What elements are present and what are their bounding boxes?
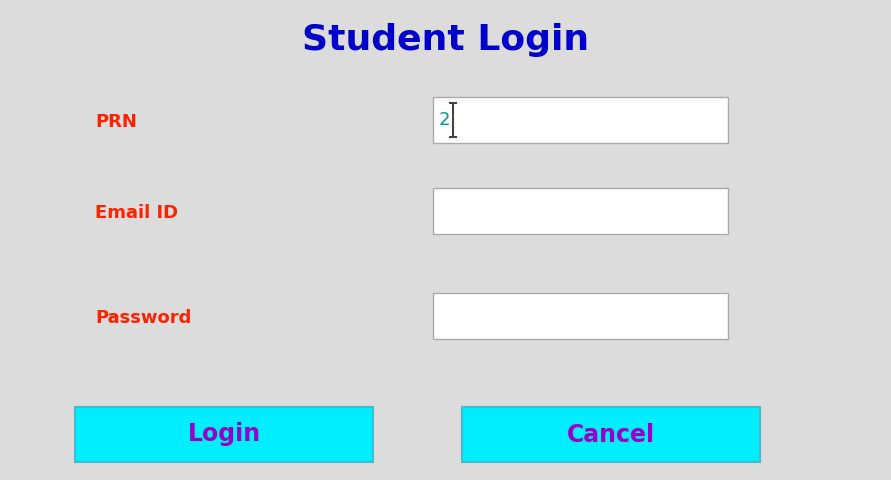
Text: Cancel: Cancel — [567, 422, 655, 446]
FancyBboxPatch shape — [433, 188, 728, 234]
Text: Password: Password — [95, 309, 192, 327]
Text: Student Login: Student Login — [302, 23, 589, 57]
FancyBboxPatch shape — [433, 293, 728, 339]
FancyBboxPatch shape — [75, 407, 373, 462]
FancyBboxPatch shape — [433, 97, 728, 143]
Text: Login: Login — [187, 422, 260, 446]
FancyBboxPatch shape — [462, 407, 760, 462]
Text: 2: 2 — [439, 111, 451, 129]
Text: PRN: PRN — [95, 113, 137, 131]
Text: Email ID: Email ID — [95, 204, 178, 222]
